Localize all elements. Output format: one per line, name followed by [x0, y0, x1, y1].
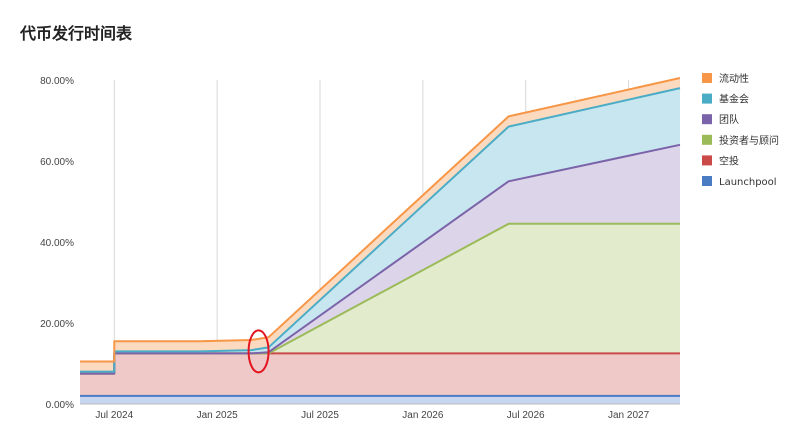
legend-label: 投资者与顾问	[719, 134, 779, 147]
area-4	[80, 88, 680, 374]
y-tick-label: 0.00%	[46, 400, 74, 411]
legend-swatch	[702, 155, 712, 166]
y-tick-label: 60.00%	[40, 157, 74, 168]
series-line-3	[80, 143, 681, 375]
legend-swatch	[702, 134, 712, 145]
legend-label: 空投	[719, 154, 739, 167]
x-tick-label: Jan 2026	[402, 410, 444, 421]
area-1	[80, 353, 680, 396]
legend-swatch	[702, 93, 712, 104]
area-5	[80, 78, 680, 372]
x-tick-label: Jan 2025	[197, 410, 239, 421]
legend-swatch	[702, 114, 712, 125]
legend-label: Launchpool	[719, 177, 777, 188]
area-0	[80, 395, 680, 404]
y-tick-label: 80.00%	[40, 76, 74, 87]
chart-title: 代币发行时间表	[20, 24, 133, 43]
series-line-5	[80, 77, 681, 363]
area-2	[80, 223, 680, 374]
highlight-circle-annotation	[247, 329, 270, 374]
y-tick-label: 40.00%	[40, 238, 74, 249]
x-tick-label: Jul 2024	[95, 410, 133, 421]
legend-swatch	[702, 73, 712, 83]
legend-label: 基金会	[719, 93, 749, 106]
stacked-areas	[80, 78, 680, 404]
axes: Jul 2024 Jan 2025 Jul 2025 Jan 2026 Jul 2026…	[40, 76, 680, 421]
legend-label: 团队	[719, 113, 739, 126]
legend-swatch	[702, 176, 712, 186]
area-3	[80, 144, 680, 374]
series-line-4	[80, 87, 681, 373]
annotations	[247, 329, 270, 374]
y-tick-label: 20.00%	[40, 319, 74, 330]
series-lines	[80, 77, 681, 397]
x-tick-label: Jan 2027	[608, 410, 650, 421]
x-tick-label: Jul 2026	[507, 410, 545, 421]
x-tick-label: Jul 2025	[301, 410, 339, 421]
legend-label: 流动性	[719, 72, 749, 85]
